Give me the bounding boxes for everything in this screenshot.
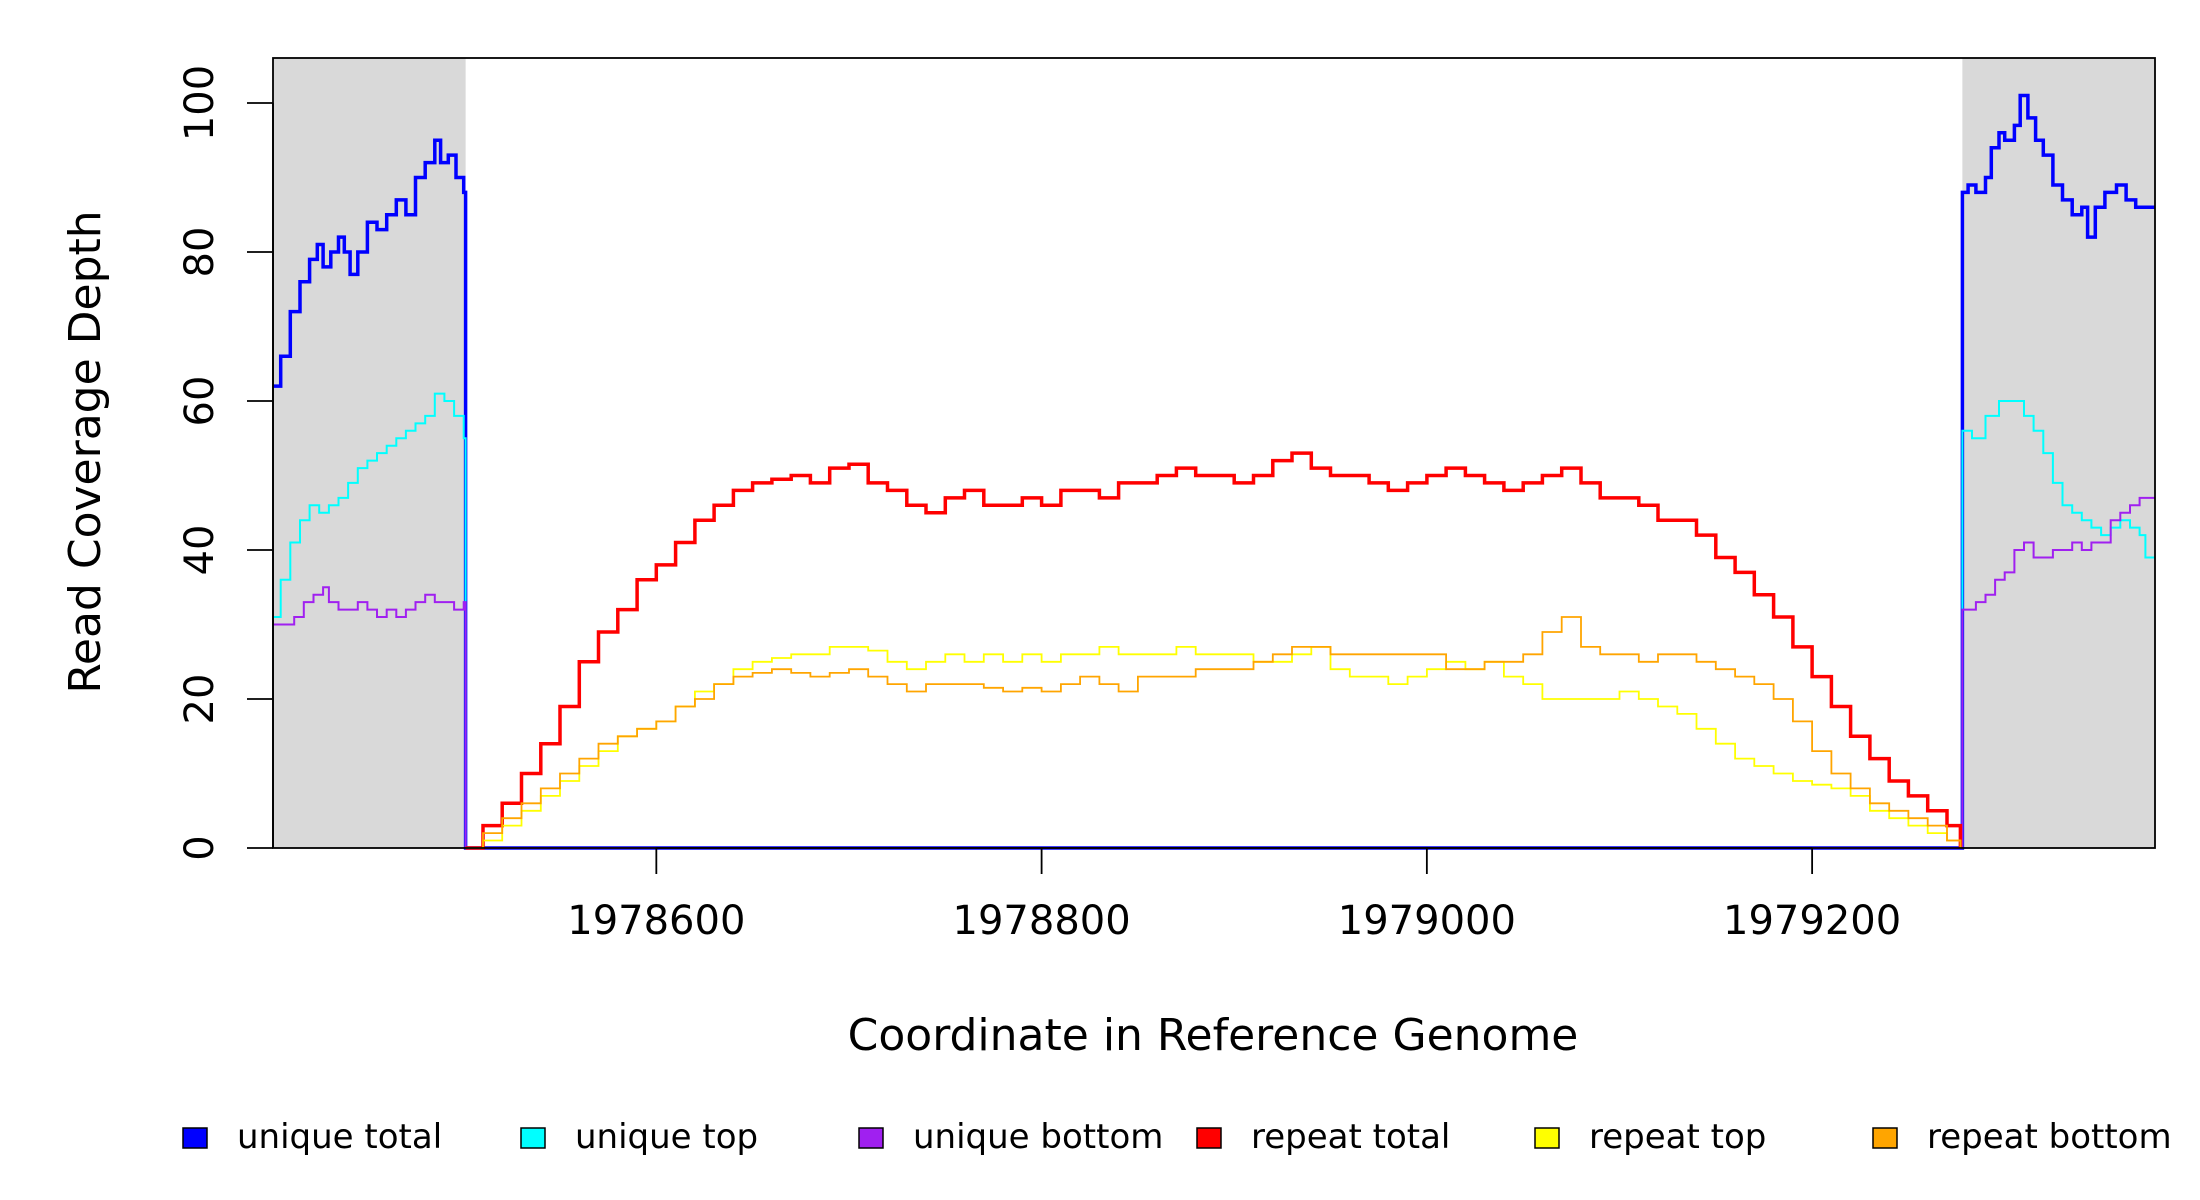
legend-swatch: [1196, 1127, 1222, 1149]
legend: unique total unique top unique bottom repea…: [182, 1117, 2172, 1157]
series-line-repeat-total: [465, 451, 1963, 850]
series-line-repeat-top: [465, 646, 1962, 849]
x-tick-label: 1978800: [953, 898, 1131, 944]
series-line-repeat-bottom: [465, 616, 1962, 849]
shaded-flank-regions: [273, 58, 2155, 848]
legend-swatch: [182, 1127, 208, 1149]
legend-label: repeat total: [1251, 1117, 1450, 1157]
series-line-unique-bottom: [273, 496, 2155, 849]
y-tick-label: 20: [177, 674, 223, 725]
plot-frame: [272, 57, 2156, 849]
series-lines: [273, 93, 2155, 850]
y-tick-label: 0: [177, 835, 223, 860]
legend-label: repeat top: [1589, 1117, 1766, 1157]
x-tick-label: 1978600: [567, 898, 745, 944]
x-tick-label: 1979200: [1723, 898, 1901, 944]
x-axis-label: Coordinate in Reference Genome: [848, 1010, 1579, 1061]
shaded-region-2: [1962, 58, 2155, 848]
legend-label: unique top: [575, 1117, 758, 1157]
legend-label: unique bottom: [913, 1117, 1163, 1157]
series-line-unique-top: [273, 392, 2155, 849]
series-line-unique-total: [273, 93, 2155, 850]
y-tick-label: 80: [177, 227, 223, 278]
x-tick-label: 1979000: [1338, 898, 1516, 944]
axes: 0 20 40 60 80 100 1978600 1978800 1979000 1979200: [177, 65, 1901, 944]
y-tick-label: 40: [177, 525, 223, 576]
y-tick-label: 100: [177, 65, 223, 141]
y-axis-label: Read Coverage Depth: [60, 210, 111, 693]
legend-swatch: [1534, 1127, 1560, 1149]
legend-label: repeat bottom: [1927, 1117, 2172, 1157]
shaded-region-1: [273, 58, 466, 848]
y-tick-label: 60: [177, 376, 223, 427]
legend-swatch: [520, 1127, 546, 1149]
legend-swatch: [1872, 1127, 1898, 1149]
legend-swatch: [858, 1127, 884, 1149]
legend-label: unique total: [237, 1117, 442, 1157]
